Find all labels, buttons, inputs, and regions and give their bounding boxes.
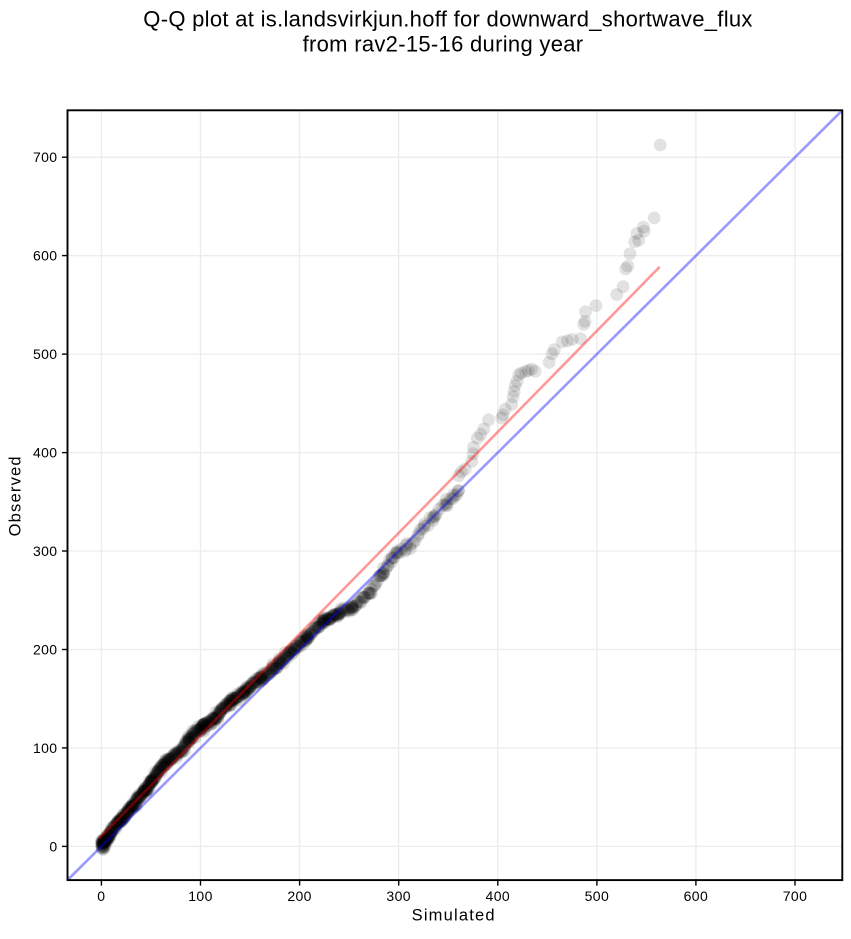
svg-text:0: 0 [97,888,105,904]
svg-text:700: 700 [33,149,58,165]
svg-text:500: 500 [585,888,610,904]
svg-text:0: 0 [49,838,57,854]
svg-text:Observed: Observed [6,455,24,536]
svg-text:400: 400 [486,888,511,904]
svg-text:400: 400 [33,445,58,461]
svg-text:100: 100 [33,740,58,756]
svg-text:100: 100 [188,888,213,904]
svg-text:300: 300 [386,888,411,904]
svg-text:300: 300 [33,543,58,559]
svg-text:200: 200 [33,641,58,657]
svg-text:700: 700 [783,888,808,904]
svg-text:600: 600 [33,248,58,264]
svg-text:from rav2-15-16 during year: from rav2-15-16 during year [303,32,584,57]
svg-text:Q-Q plot at is.landsvirkjun.ho: Q-Q plot at is.landsvirkjun.hoff for dow… [143,7,752,32]
svg-text:Simulated: Simulated [412,906,496,924]
svg-text:500: 500 [33,346,58,362]
svg-text:600: 600 [684,888,709,904]
svg-text:200: 200 [287,888,312,904]
